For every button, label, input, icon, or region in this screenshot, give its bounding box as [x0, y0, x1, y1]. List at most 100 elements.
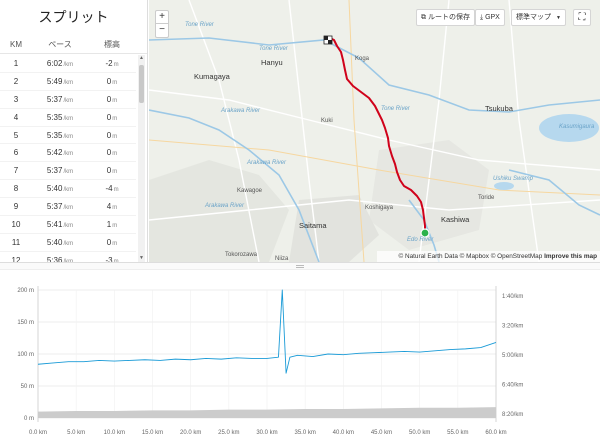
split-row[interactable]: 10 5:41/km 1m — [0, 216, 136, 234]
elevation-unit: m — [112, 133, 118, 140]
route-line — [327, 37, 426, 232]
split-km: 6 — [13, 148, 19, 158]
split-row[interactable]: 4 5:35/km 0m — [0, 109, 136, 127]
split-km: 12 — [11, 255, 21, 262]
map-label-hanyu: Hanyu — [261, 58, 283, 67]
attribution-osm-link[interactable]: © OpenStreetMap — [490, 253, 543, 260]
attribution-natural-earth-link[interactable]: © Natural Earth Data — [398, 253, 458, 260]
split-pace: 5:42/km — [32, 144, 88, 161]
map-label-niiza: Niiza — [275, 256, 289, 262]
split-row[interactable]: 5 5:35/km 0m — [0, 127, 136, 145]
elevation-unit: m — [112, 79, 118, 86]
split-pace: 5:35/km — [32, 127, 88, 144]
map-label-tone-river: Tone River — [381, 106, 410, 112]
split-row[interactable]: 6 5:42/km 0m — [0, 144, 136, 163]
map-style-dropdown[interactable]: 標準マップ ▼ — [511, 9, 566, 26]
map-label-kumagaya: Kumagaya — [194, 72, 230, 81]
splits-panel: スプリット KM ペース 標高 1 6:02/km -2m 2 5:49/km 0m 3 5:… — [0, 0, 148, 262]
elevation-area — [38, 407, 496, 418]
map-label-kashiwa: Kashiwa — [441, 215, 470, 224]
route-icon: ⧉ — [421, 14, 426, 21]
elevation-unit: m — [112, 115, 118, 122]
pace-unit: /km — [63, 169, 74, 176]
panel-resize-divider[interactable] — [0, 262, 600, 270]
pace-unit: /km — [63, 115, 74, 122]
scroll-down-arrow-icon[interactable]: ▼ — [139, 255, 144, 261]
pace-column-header: ペース — [48, 40, 72, 49]
kasumigaura-lake — [539, 114, 599, 142]
map-label-kawagoe: Kawagoe — [237, 188, 263, 194]
scrollbar-thumb[interactable] — [139, 65, 144, 103]
scroll-up-arrow-icon[interactable]: ▲ — [139, 55, 144, 61]
km-column-header: KM — [10, 40, 22, 49]
split-row[interactable]: 9 5:37/km 4m — [0, 198, 136, 217]
y-right-tick-label: 3:20/km — [502, 324, 523, 330]
split-elevation-value: 0 — [106, 94, 112, 104]
x-tick-label: 10.0 km — [104, 430, 125, 436]
split-km: 5 — [13, 130, 19, 140]
split-pace: 5:40/km — [32, 234, 88, 251]
y-left-tick-label: 0 m — [24, 416, 34, 422]
improve-map-link[interactable]: Improve this map — [544, 253, 597, 260]
x-tick-label: 0.0 km — [29, 430, 47, 436]
split-row[interactable]: 8 5:40/km -4m — [0, 180, 136, 199]
attribution-mapbox-link[interactable]: © Mapbox — [459, 253, 489, 260]
zoom-in-button[interactable]: + — [155, 10, 169, 24]
pace-unit: /km — [63, 79, 74, 86]
pace-line — [37, 289, 497, 374]
save-route-label: ルートの保存 — [427, 14, 470, 21]
split-row[interactable]: 2 5:49/km 0m — [0, 73, 136, 91]
map-label-kuki: Kuki — [321, 118, 333, 124]
splits-scrollbar[interactable]: ▲ ▼ — [138, 55, 145, 262]
split-row[interactable]: 12 5:36/km -3m — [0, 252, 136, 262]
split-row[interactable]: 11 5:40/km 0m — [0, 234, 136, 252]
split-row[interactable]: 1 6:02/km -2m — [0, 55, 136, 73]
split-pace: 6:02/km — [32, 55, 88, 72]
y-left-tick-label: 50 m — [21, 384, 34, 390]
split-elevation-value: 0 — [106, 148, 112, 158]
elevation-unit: m — [112, 223, 118, 230]
split-km: 8 — [13, 184, 19, 194]
split-km: 9 — [13, 202, 19, 212]
split-pace: 5:41/km — [32, 216, 88, 233]
map-label-tokorozawa: Tokorozawa — [225, 252, 258, 258]
split-km: 2 — [13, 76, 19, 86]
map-label-ushiku-swamp: Ushiku Swamp — [493, 176, 534, 182]
split-km: 11 — [11, 237, 21, 247]
save-route-button[interactable]: ⧉ ルートの保存 — [416, 9, 475, 26]
split-elevation: 0m — [88, 73, 136, 90]
route-map[interactable]: Tone River Tone River Tone River Hanyu K… — [149, 0, 600, 262]
split-pace-value: 5:37 — [46, 94, 63, 104]
split-elevation: 1m — [88, 216, 136, 233]
y-left-tick-label: 150 m — [17, 320, 34, 326]
download-icon: ⤓ — [480, 14, 484, 21]
split-pace: 5:49/km — [32, 73, 88, 90]
split-elevation-value: -2 — [105, 59, 113, 68]
y-left-tick-label: 200 m — [17, 288, 34, 294]
split-km: 1 — [13, 59, 19, 68]
split-elevation-value: 1 — [106, 220, 112, 230]
split-row[interactable]: 7 5:37/km 0m — [0, 162, 136, 181]
pace-unit: /km — [63, 151, 74, 158]
split-elevation: 0m — [88, 127, 136, 144]
map-label-edo-river: Edo River — [407, 237, 434, 243]
gpx-download-button[interactable]: ⤓ GPX — [475, 9, 505, 26]
chart-canvas: 200 m 150 m 100 m 50 m 0 m 1:40/km 3:20/km 5:0… — [17, 286, 523, 436]
split-elevation: 0m — [88, 162, 136, 179]
y-right-tick-label: 6:40/km — [502, 383, 523, 389]
x-tick-label: 60.0 km — [485, 430, 506, 436]
x-tick-label: 55.0 km — [447, 430, 468, 436]
split-elevation-value: -4 — [105, 184, 113, 194]
fullscreen-button[interactable]: ⛶ — [573, 9, 591, 26]
split-pace-value: 5:41 — [46, 220, 63, 230]
pace-unit: /km — [63, 223, 74, 230]
splits-rows: 1 6:02/km -2m 2 5:49/km 0m 3 5:37/km 0m 4 5:35/km 0… — [0, 55, 136, 262]
split-pace-value: 6:02 — [46, 59, 63, 68]
zoom-out-button[interactable]: − — [155, 24, 169, 38]
split-row[interactable]: 3 5:37/km 0m — [0, 91, 136, 109]
elevation-pace-chart[interactable]: 200 m 150 m 100 m 50 m 0 m 1:40/km 3:20/km 5:0… — [0, 270, 600, 440]
elevation-unit: m — [113, 258, 119, 262]
pace-unit: /km — [63, 62, 74, 68]
split-elevation: 4m — [88, 198, 136, 215]
